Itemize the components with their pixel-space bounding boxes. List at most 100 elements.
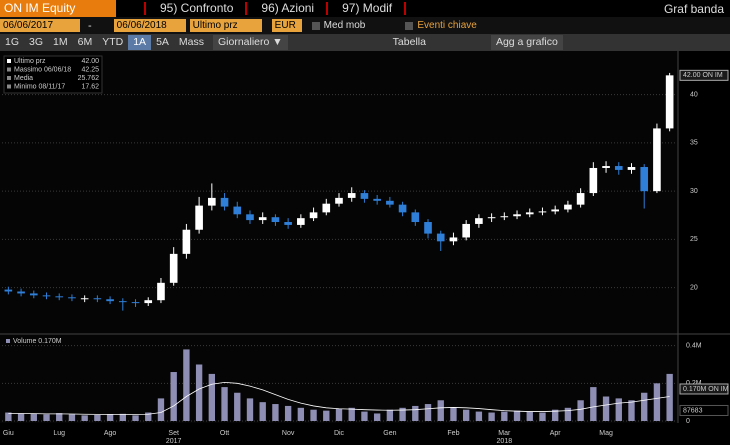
candle-body — [93, 298, 102, 300]
candle-body — [538, 211, 547, 213]
x-tick-label: Feb — [447, 430, 459, 437]
volume-bar — [641, 392, 648, 421]
currency[interactable]: EUR — [271, 19, 302, 32]
candle-body — [106, 299, 114, 302]
volume-bar — [615, 398, 622, 421]
volume-bar — [56, 413, 63, 421]
checkbox[interactable] — [311, 21, 320, 30]
volume-bar — [272, 404, 279, 421]
y-tick-label: 20 — [690, 284, 698, 291]
volume-tag — [679, 383, 729, 395]
volume-bar — [361, 411, 368, 421]
legend-label: Media — [14, 75, 33, 82]
candle-body — [118, 301, 127, 303]
candle-body — [386, 200, 394, 205]
range-button[interactable]: 1M — [53, 36, 68, 48]
candle-body — [424, 222, 432, 234]
candle-body — [55, 296, 64, 298]
x-tick-label: Ott — [220, 430, 229, 437]
x-tick-label: Set — [168, 430, 179, 437]
candle-body — [525, 212, 534, 215]
end-date[interactable]: 06/06/2018 — [113, 19, 186, 32]
candle-body — [665, 75, 674, 129]
candle-body — [4, 289, 13, 292]
volume-bar — [170, 372, 177, 421]
candle-body — [360, 193, 369, 199]
volume-bar — [602, 396, 610, 421]
y-tick-label: 25 — [690, 236, 698, 243]
page-title: Graf banda — [663, 1, 724, 16]
candle-body — [169, 253, 178, 283]
candle-body — [398, 204, 407, 213]
volume-bar — [81, 415, 88, 421]
legend-label: Minimo 08/11/17 — [14, 83, 65, 90]
candle-body — [208, 197, 216, 206]
checkbox[interactable] — [405, 21, 414, 30]
candle-body — [627, 167, 636, 170]
frequency-select[interactable]: Giornaliero ▼ — [213, 35, 288, 50]
x-tick-label: Gen — [383, 430, 396, 437]
collapse-button[interactable] — [431, 35, 481, 50]
volume-bar — [119, 413, 126, 421]
y-tick-label: 40 — [690, 91, 698, 98]
volume-bar — [399, 407, 406, 421]
start-date[interactable]: 06/06/2017 — [0, 19, 80, 32]
candle-body — [309, 212, 318, 219]
range-button[interactable]: 1A — [128, 35, 152, 50]
field-select[interactable]: Ultimo prz — [189, 19, 262, 32]
volume-bar — [5, 412, 12, 421]
candle-body — [195, 205, 203, 230]
menu-item[interactable]: 95) Confronto — [144, 2, 245, 15]
x-tick-label: Ago — [104, 430, 117, 437]
x-tick-label: Nov — [282, 430, 295, 437]
x-tick-label: Apr — [550, 430, 562, 437]
x-tick-label: Giu — [3, 430, 14, 437]
volume-bar — [259, 402, 266, 421]
candle-body — [131, 302, 140, 304]
candle-body — [297, 218, 305, 225]
candle-body — [322, 203, 331, 213]
legend-symbol — [7, 67, 11, 72]
range-button[interactable]: YTD — [102, 36, 124, 48]
legend-symbol — [7, 76, 11, 80]
chart-tools[interactable] — [288, 35, 388, 50]
menu-item[interactable]: 96) Azioni — [245, 2, 326, 15]
volume-bar — [513, 410, 521, 421]
legend-value: 42.00 — [81, 58, 99, 65]
volume-bar — [221, 387, 228, 421]
separator: - — [88, 19, 92, 32]
legend-label: Massimo 06/06/18 — [14, 66, 71, 73]
candle-body — [335, 197, 343, 204]
volume-bar — [412, 405, 419, 421]
range-button[interactable]: 5A — [156, 36, 169, 48]
last-price-label: 42.00 ON IM — [683, 72, 723, 79]
candle-body — [29, 293, 38, 296]
range-button[interactable]: 1G — [5, 36, 20, 48]
year-label: 2018 — [497, 438, 513, 445]
y-tick-label: 35 — [690, 140, 698, 147]
volume-bar — [195, 364, 203, 421]
y-tick-label: 30 — [690, 188, 698, 195]
range-button[interactable]: 6M — [77, 36, 93, 48]
menu-item[interactable]: 97) Modif — [326, 2, 404, 15]
candle-body — [500, 216, 509, 218]
volume-bar — [590, 387, 597, 421]
range-button[interactable]: Mass — [178, 36, 204, 48]
volume-tag — [679, 404, 729, 416]
add-button[interactable]: Agg a grafico — [490, 35, 563, 50]
candle-body — [614, 166, 623, 170]
candle-body — [68, 297, 76, 299]
candle-body — [182, 229, 191, 254]
volume-bar — [17, 413, 25, 421]
candle-body — [411, 212, 420, 223]
candle-body — [513, 214, 521, 217]
ticker[interactable]: ON IM Equity — [0, 0, 116, 17]
table-button[interactable]: Tabella — [392, 36, 426, 48]
y-tick-label: 0.4M — [686, 342, 702, 349]
candle-body — [449, 237, 458, 242]
volume-bar — [246, 398, 254, 421]
candle-body — [144, 300, 153, 304]
range-button[interactable]: 3G — [29, 36, 44, 48]
settings-button[interactable] — [706, 35, 730, 50]
